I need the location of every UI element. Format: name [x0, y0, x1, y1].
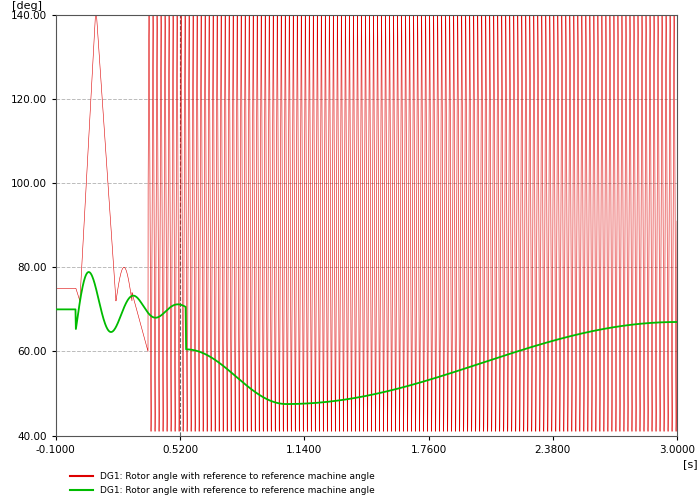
Text: [s]: [s]: [683, 459, 698, 469]
Legend: DG1: Rotor angle with reference to reference machine angle, DG1: Rotor angle wit: DG1: Rotor angle with reference to refer…: [66, 469, 378, 495]
Text: [deg]: [deg]: [13, 0, 43, 11]
